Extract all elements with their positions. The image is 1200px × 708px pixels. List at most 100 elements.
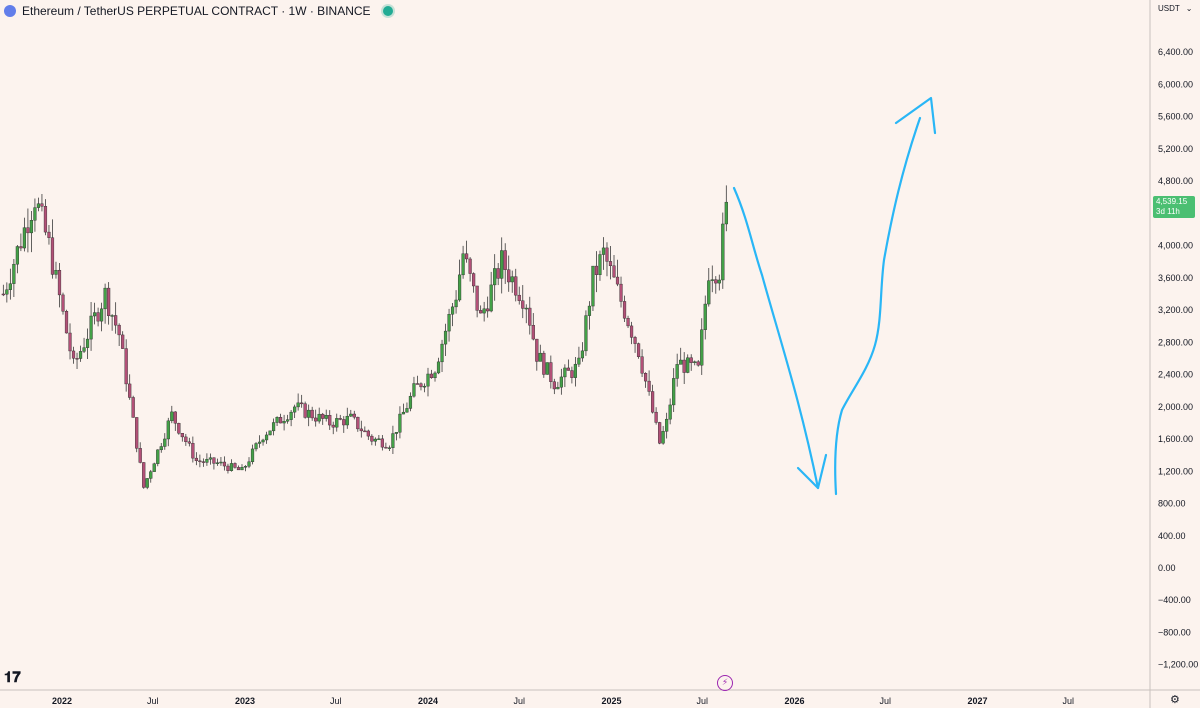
candle-up <box>436 361 441 374</box>
y-tick-label: 4,800.00 <box>1158 176 1193 186</box>
candle-down <box>619 283 623 302</box>
drawn-up-arrowhead <box>894 96 937 135</box>
y-tick-label: −800.00 <box>1158 627 1191 637</box>
candle-down <box>321 413 325 419</box>
candle-up <box>700 329 704 366</box>
candle-up <box>29 220 34 234</box>
candle-up <box>721 223 725 281</box>
candle-up <box>563 367 567 378</box>
candle-up <box>15 246 19 265</box>
candle-down <box>212 457 216 464</box>
candle-up <box>545 362 549 375</box>
candle-up <box>170 411 174 422</box>
candle-down <box>468 258 472 274</box>
candle-down <box>138 448 142 463</box>
candle-down <box>380 438 384 448</box>
candle-down <box>300 402 304 405</box>
candle-up <box>5 289 9 295</box>
candle-down <box>514 276 518 296</box>
candle-down <box>68 332 72 352</box>
candle-up <box>92 312 97 317</box>
y-tick-label: 5,600.00 <box>1158 112 1193 122</box>
lightning-icon[interactable]: ⚡ <box>717 675 733 691</box>
candle-up <box>489 284 493 312</box>
candle-down <box>342 419 346 426</box>
candle-up <box>205 459 209 463</box>
gear-icon[interactable]: ⚙ <box>1170 693 1180 706</box>
currency-selector[interactable]: USDT ⌄ <box>1158 4 1192 13</box>
candle-down <box>419 383 423 388</box>
symbol-title[interactable]: Ethereum / TetherUS PERPETUAL CONTRACT ·… <box>22 4 371 18</box>
candle-up <box>335 418 339 428</box>
drawn-up-arrow-line <box>834 116 922 496</box>
candle-down <box>314 417 318 422</box>
candle-up <box>454 299 458 308</box>
candle-up <box>443 330 448 345</box>
y-tick-label: 6,400.00 <box>1158 47 1193 57</box>
x-tick-label: Jul <box>513 696 525 706</box>
candle-up <box>12 263 16 284</box>
ethereum-icon <box>4 5 16 17</box>
candle-down <box>226 465 230 471</box>
candle-down <box>198 460 202 463</box>
candle-up <box>661 431 665 444</box>
candle-up <box>264 434 269 441</box>
candle-down <box>363 430 367 433</box>
candle-down <box>654 411 658 423</box>
candle-up <box>89 315 93 340</box>
y-tick-label: 6,000.00 <box>1158 79 1193 89</box>
x-tick-label: Jul <box>330 696 342 706</box>
candle-down <box>128 383 132 398</box>
y-tick-label: 2,000.00 <box>1158 402 1193 412</box>
candle-up <box>156 449 160 464</box>
candle-down <box>331 424 335 428</box>
candle-down <box>472 273 476 287</box>
candle-down <box>236 467 241 471</box>
candle-up <box>257 441 262 444</box>
y-tick-label: 1,600.00 <box>1158 434 1193 444</box>
x-tick-label: Jul <box>1062 696 1074 706</box>
candle-up <box>591 265 595 307</box>
candle-down <box>496 268 500 279</box>
drawn-down-arrowhead <box>796 453 828 490</box>
candle-down <box>521 300 525 309</box>
candle-down <box>187 441 191 444</box>
candle-up <box>440 343 444 363</box>
candle-down <box>135 417 139 449</box>
candle-up <box>482 308 486 314</box>
candle-down <box>626 318 630 327</box>
candle-down <box>142 462 146 488</box>
candle-up <box>601 247 606 255</box>
candle-down <box>71 350 76 359</box>
candle-down <box>50 237 55 275</box>
candle-down <box>194 457 198 462</box>
y-tick-label: 400.00 <box>1158 531 1186 541</box>
candle-up <box>668 404 672 420</box>
y-tick-label: 4,000.00 <box>1158 241 1193 251</box>
candle-up <box>22 227 26 249</box>
candle-down <box>1 293 5 296</box>
drawn-down-arrow-line <box>732 186 820 490</box>
candle-up <box>271 422 276 432</box>
candle-up <box>289 411 293 420</box>
bar-countdown: 3d 11h <box>1156 207 1180 216</box>
candle-down <box>117 324 121 336</box>
candle-up <box>345 415 349 426</box>
x-tick-label: Jul <box>147 696 159 706</box>
candle-down <box>121 334 125 349</box>
candle-up <box>710 279 714 281</box>
chevron-down-icon: ⌄ <box>1185 4 1193 13</box>
candle-up <box>100 308 104 322</box>
candle-up <box>317 413 321 422</box>
candle-down <box>682 359 686 373</box>
x-tick-label: 2026 <box>784 696 804 706</box>
y-tick-label: −400.00 <box>1158 595 1191 605</box>
candle-up <box>556 386 560 390</box>
market-open-status-icon <box>382 6 393 16</box>
x-tick-label: 2022 <box>52 696 72 706</box>
candle-down <box>131 397 135 418</box>
candle-up <box>250 448 255 463</box>
tradingview-logo-icon[interactable]: 𝟏𝟕 <box>4 668 21 686</box>
y-tick-label: 5,200.00 <box>1158 144 1193 154</box>
